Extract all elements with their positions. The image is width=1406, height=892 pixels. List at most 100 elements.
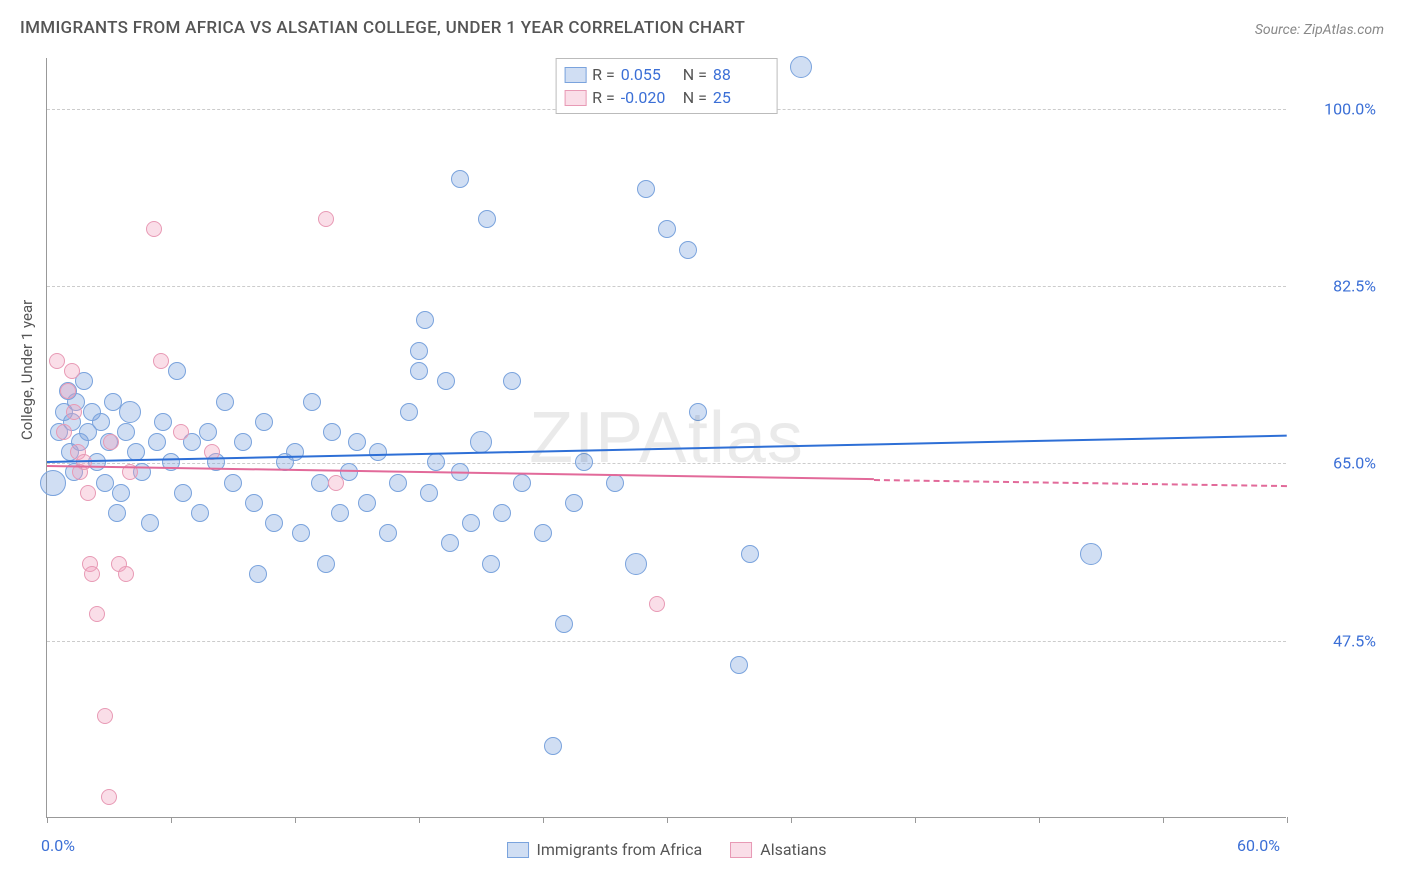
data-point-africa xyxy=(741,545,759,563)
legend-swatch xyxy=(730,842,752,858)
data-point-africa xyxy=(292,524,310,542)
data-point-africa xyxy=(141,514,159,532)
data-point-africa xyxy=(625,553,647,575)
data-point-africa xyxy=(323,423,341,441)
data-point-alsatians xyxy=(89,606,105,622)
data-point-africa xyxy=(154,413,172,431)
x-tick xyxy=(667,817,668,823)
data-point-africa xyxy=(311,474,329,492)
data-point-africa xyxy=(358,494,376,512)
data-point-africa xyxy=(245,494,263,512)
legend-stat-row: R = -0.020 N = 25 xyxy=(564,86,769,109)
series-legend: Immigrants from Africa Alsatians xyxy=(507,840,827,859)
x-tick xyxy=(47,817,48,823)
data-point-africa xyxy=(1080,543,1102,565)
data-point-africa xyxy=(565,494,583,512)
data-point-alsatians xyxy=(76,454,92,470)
data-point-africa xyxy=(265,514,283,532)
legend-label: Alsatians xyxy=(760,840,826,859)
data-point-africa xyxy=(503,372,521,390)
legend-stat-row: R = 0.055 N = 88 xyxy=(564,63,769,86)
data-point-alsatians xyxy=(101,789,117,805)
x-tick xyxy=(915,817,916,823)
data-point-africa xyxy=(108,504,126,522)
data-point-africa xyxy=(112,484,130,502)
data-point-africa xyxy=(119,401,141,423)
data-point-africa xyxy=(174,484,192,502)
x-tick xyxy=(1163,817,1164,823)
y-tick-label: 100.0% xyxy=(1324,99,1376,118)
data-point-africa xyxy=(637,180,655,198)
data-point-africa xyxy=(441,534,459,552)
data-point-alsatians xyxy=(649,596,665,612)
x-tick-label: 0.0% xyxy=(41,836,75,855)
legend-label: Immigrants from Africa xyxy=(537,840,703,859)
n-value: 88 xyxy=(713,65,769,84)
data-point-alsatians xyxy=(49,353,65,369)
x-tick-label: 60.0% xyxy=(1237,836,1280,855)
plot-area: ZIPAtlas R =0.055N =88R =-0.020N =25 Imm… xyxy=(46,58,1286,818)
y-axis-label: College, Under 1 year xyxy=(18,300,36,440)
data-point-alsatians xyxy=(80,485,96,501)
data-point-africa xyxy=(513,474,531,492)
gridline xyxy=(47,463,1286,464)
r-label: R = xyxy=(592,88,615,107)
legend-swatch xyxy=(564,67,586,83)
data-point-africa xyxy=(96,474,114,492)
n-label: N = xyxy=(683,65,707,84)
data-point-alsatians xyxy=(84,566,100,582)
data-point-alsatians xyxy=(318,211,334,227)
data-point-africa xyxy=(348,433,366,451)
data-point-africa xyxy=(493,504,511,522)
r-value: -0.020 xyxy=(621,88,677,107)
x-tick xyxy=(791,817,792,823)
trend-line-alsatians xyxy=(874,479,1287,487)
data-point-africa xyxy=(286,443,304,461)
data-point-africa xyxy=(658,220,676,238)
data-point-alsatians xyxy=(328,475,344,491)
data-point-africa xyxy=(249,565,267,583)
data-point-alsatians xyxy=(60,383,76,399)
data-point-africa xyxy=(437,372,455,390)
data-point-africa xyxy=(331,504,349,522)
x-tick xyxy=(171,817,172,823)
data-point-africa xyxy=(420,484,438,502)
r-label: R = xyxy=(592,65,615,84)
data-point-africa xyxy=(317,555,335,573)
x-tick xyxy=(1287,817,1288,823)
data-point-africa xyxy=(427,453,445,471)
data-point-africa xyxy=(689,403,707,421)
data-point-africa xyxy=(303,393,321,411)
data-point-africa xyxy=(482,555,500,573)
x-tick xyxy=(419,817,420,823)
data-point-africa xyxy=(389,474,407,492)
x-tick xyxy=(543,817,544,823)
data-point-africa xyxy=(730,656,748,674)
data-point-africa xyxy=(369,443,387,461)
data-point-africa xyxy=(462,514,480,532)
x-tick xyxy=(1039,817,1040,823)
gridline xyxy=(47,641,1286,642)
n-value: 25 xyxy=(713,88,769,107)
n-label: N = xyxy=(683,88,707,107)
data-point-africa xyxy=(400,403,418,421)
trend-line-africa xyxy=(47,435,1287,463)
data-point-africa xyxy=(191,504,209,522)
data-point-africa xyxy=(379,524,397,542)
data-point-alsatians xyxy=(56,424,72,440)
data-point-africa xyxy=(216,393,234,411)
data-point-alsatians xyxy=(66,404,82,420)
r-value: 0.055 xyxy=(621,65,677,84)
data-point-africa xyxy=(451,170,469,188)
legend-swatch xyxy=(564,90,586,106)
data-point-africa xyxy=(606,474,624,492)
x-tick xyxy=(295,817,296,823)
legend-item-alsatians: Alsatians xyxy=(730,840,826,859)
data-point-alsatians xyxy=(118,566,134,582)
y-tick-label: 82.5% xyxy=(1333,277,1376,296)
data-point-africa xyxy=(168,362,186,380)
data-point-africa xyxy=(117,423,135,441)
data-point-africa xyxy=(544,737,562,755)
data-point-africa xyxy=(534,524,552,542)
legend-swatch xyxy=(507,842,529,858)
